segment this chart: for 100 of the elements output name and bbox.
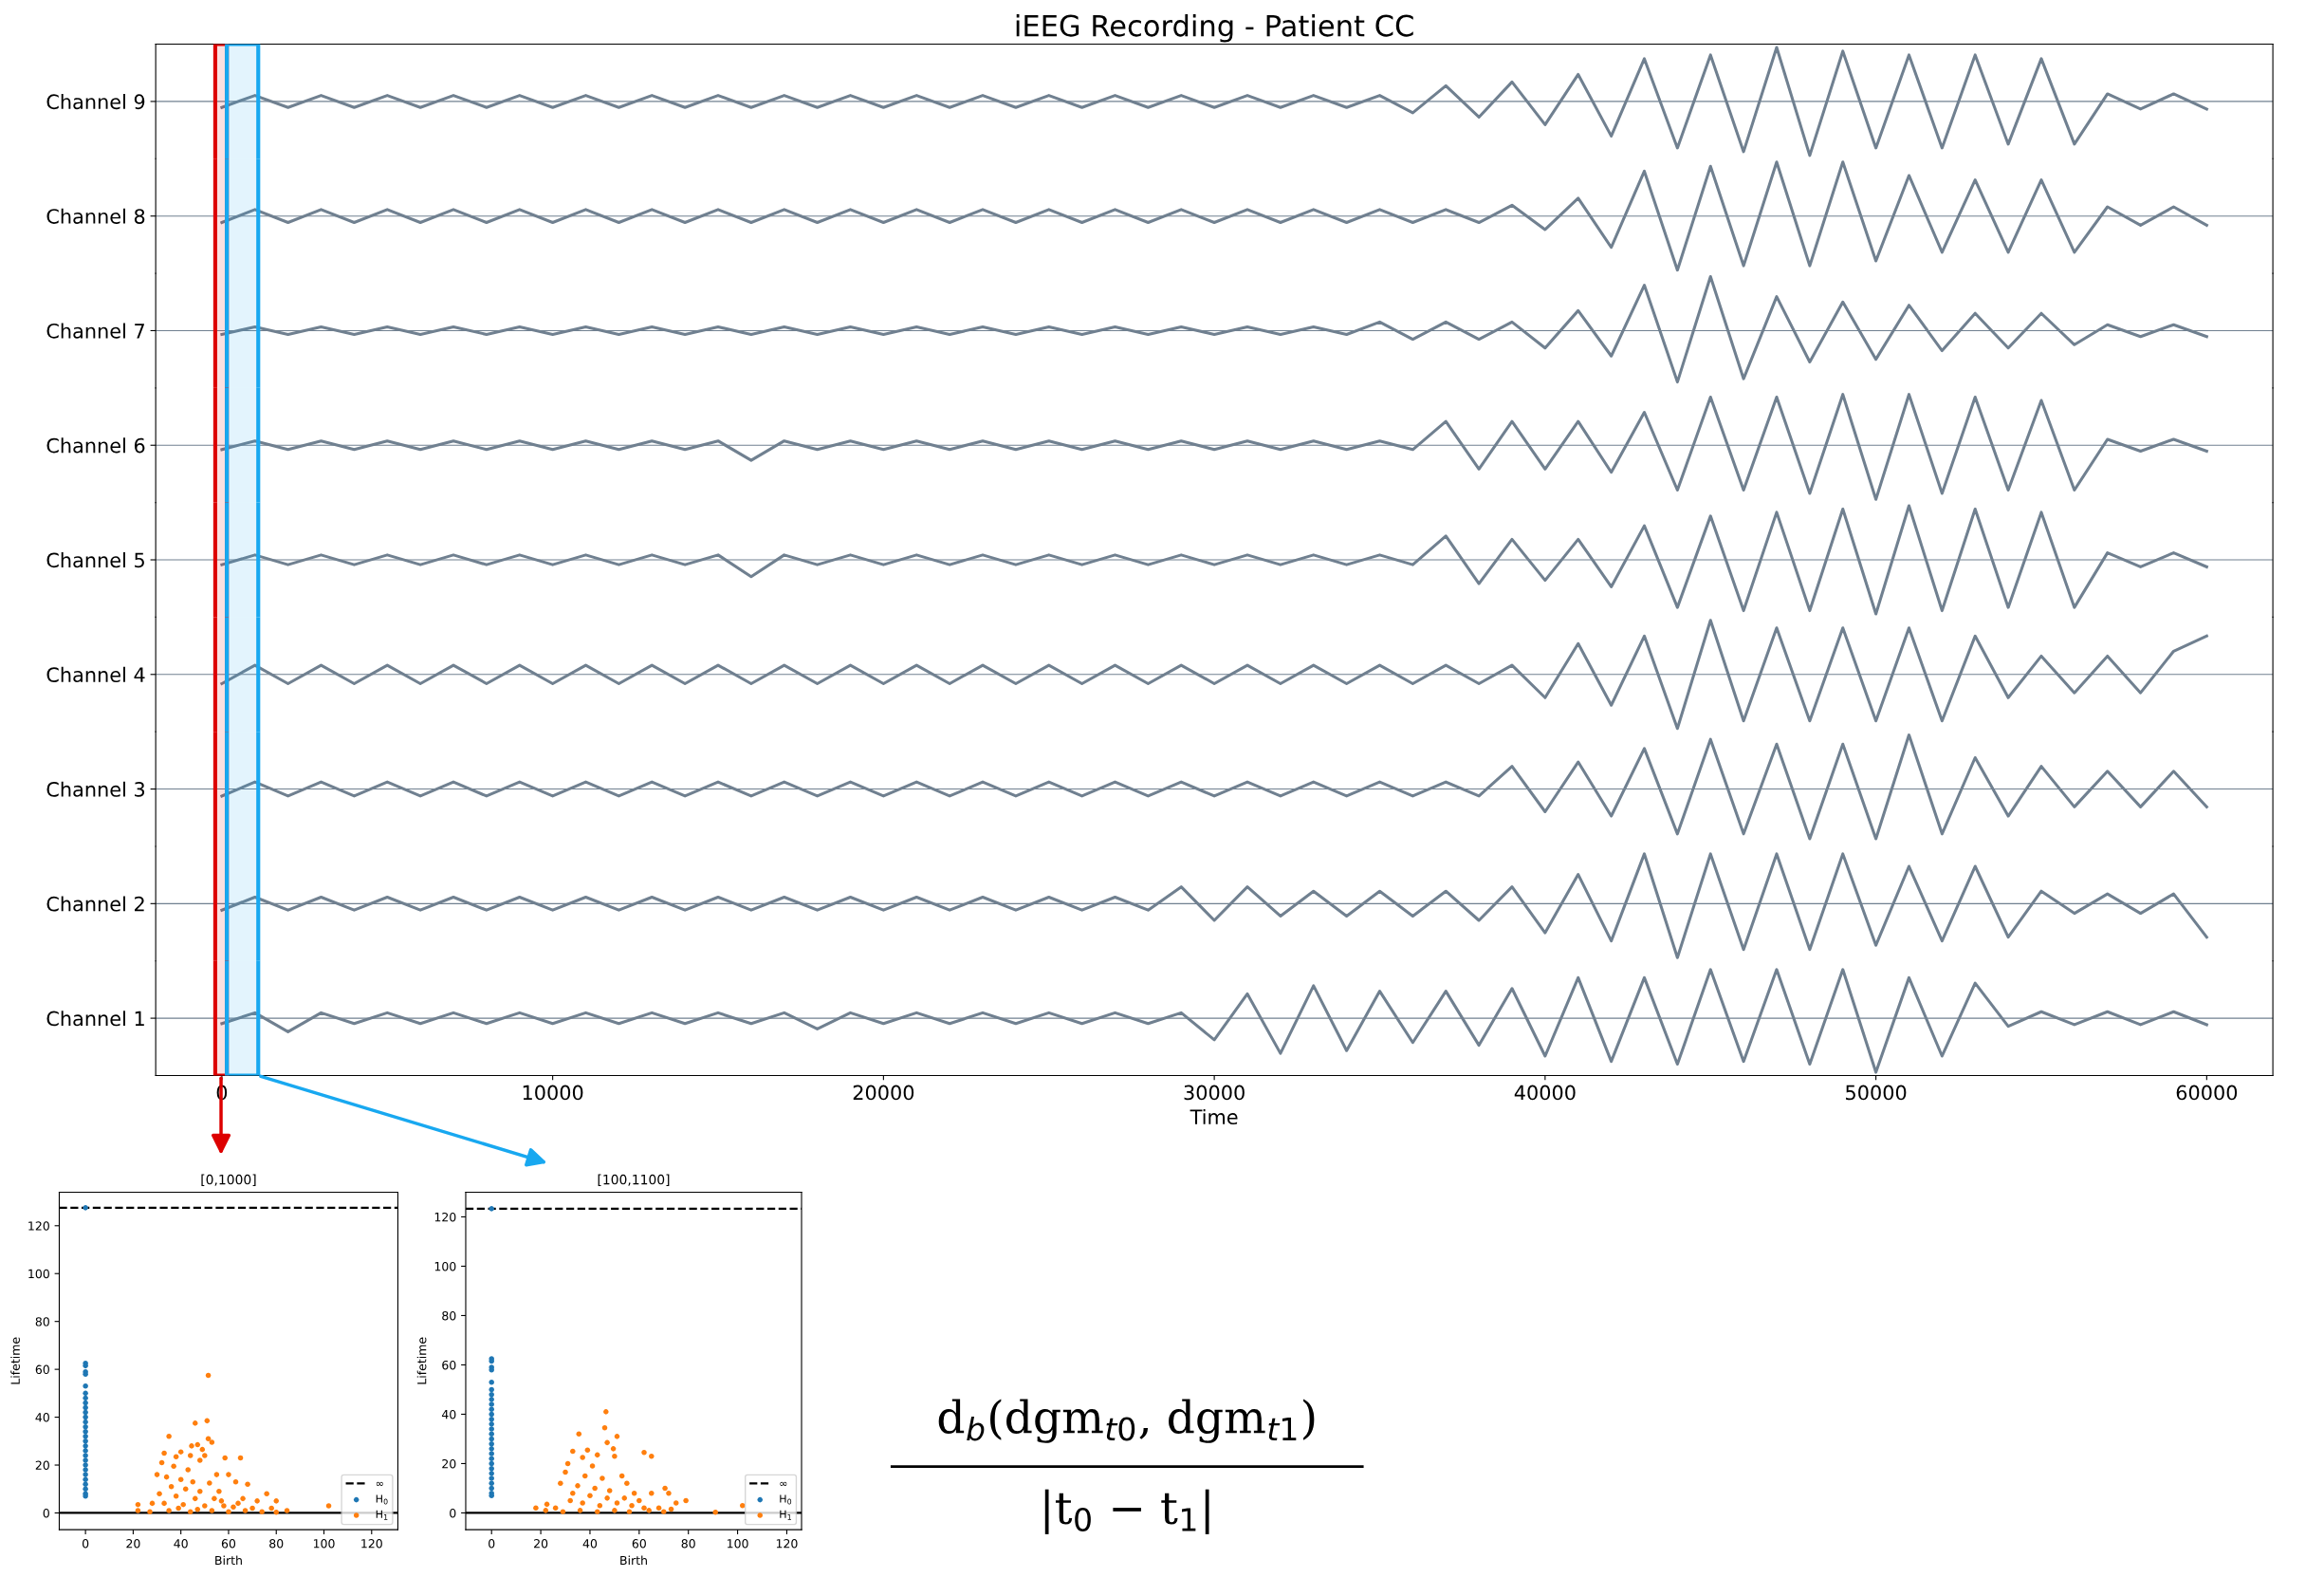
x-axis-title: Birth [215,1555,242,1566]
point [576,1431,582,1438]
point [83,1395,88,1401]
point [83,1400,88,1406]
point [567,1497,573,1504]
y-tick-label: 60 [35,1364,49,1375]
point [581,1473,588,1479]
legend-label: ∞ [780,1481,787,1486]
x-tick-label: 0 [489,1539,495,1549]
legend-label: H$_{1}$ [376,1510,388,1520]
point [83,1414,88,1420]
chart-title: [0,1000] [201,1174,256,1186]
point [575,1483,581,1489]
point [83,1462,88,1468]
point [489,1397,494,1402]
point [563,1469,568,1475]
point [489,1446,494,1452]
x-tick-label: 80 [681,1539,695,1549]
point [489,1475,494,1481]
x-tick-label: 60 [221,1539,236,1549]
x-tick-label: 40000 [1514,1085,1576,1101]
x-tick-label: 0 [82,1539,89,1549]
point [489,1426,494,1432]
point [489,1485,494,1492]
point [83,1433,88,1439]
point [610,1446,617,1452]
point [604,1439,610,1446]
point [489,1456,494,1462]
point [649,1490,655,1496]
point [83,1472,88,1477]
legend-label: H$_{0}$ [376,1494,388,1505]
point [83,1443,88,1449]
point [603,1409,609,1415]
y-tick-label: 80 [35,1317,49,1327]
point [580,1500,585,1506]
point [489,1451,494,1456]
point [83,1428,88,1435]
y-axis-title: Channel 5 [46,552,144,568]
point [489,1480,494,1487]
point [626,1509,633,1514]
point [641,1449,647,1456]
point [584,1447,591,1453]
point [489,1460,494,1467]
x-tick-label: 40 [582,1539,598,1549]
x-tick-label: 20 [534,1539,548,1549]
point [599,1475,605,1481]
point [662,1485,668,1492]
point [83,1423,88,1430]
x-tick-label: 80 [269,1539,284,1549]
y-axis-title: Channel 9 [46,94,145,110]
point [592,1485,598,1492]
point [489,1440,494,1447]
point [83,1467,88,1473]
point [614,1434,620,1439]
text: |t$_{0}$ − t$_{1}$| [1044,1489,1209,1534]
point [589,1463,596,1469]
point [621,1495,628,1501]
x-tick-label: 100 [728,1539,748,1549]
point [577,1508,583,1513]
point [544,1501,550,1508]
y-tick-label: 80 [442,1310,456,1321]
point [489,1471,494,1476]
point [606,1488,613,1494]
point [668,1506,674,1512]
point [83,1476,88,1482]
legend-label: ∞ [376,1481,383,1486]
point [570,1490,576,1496]
y-tick-label: 40 [441,1409,456,1419]
legend-label: H$_{1}$ [780,1510,791,1520]
y-tick-label: 40 [35,1413,49,1422]
point [83,1486,88,1493]
point [618,1473,625,1479]
point [624,1480,630,1487]
x-tick-label: 60000 [2176,1085,2238,1101]
point [83,1390,88,1397]
point [83,1453,88,1458]
point [558,1480,563,1487]
point [533,1505,539,1512]
x-tick-label: 20000 [853,1085,914,1101]
point [489,1465,494,1472]
x-tick-label: 120 [776,1539,798,1549]
point [604,1495,610,1501]
point [83,1404,88,1411]
x-tick-label: 60 [632,1539,646,1549]
point [83,1383,88,1389]
y-tick-label: 100 [434,1261,456,1271]
y-tick-label: 0 [450,1508,456,1518]
chart-title: iEEG Recording - Patient CC [1016,13,1413,43]
point [629,1502,635,1509]
y-axis-title: Lifetime [416,1337,427,1384]
y-axis-title: Channel 1 [46,1011,144,1027]
point [712,1509,719,1515]
point [739,1502,746,1509]
y-tick-label: 120 [434,1212,456,1222]
point [83,1419,88,1425]
y-axis-title: Channel 6 [46,437,145,454]
x-axis-title: Time [1190,1108,1238,1125]
point [564,1460,571,1467]
point [594,1509,600,1514]
point [489,1416,494,1422]
